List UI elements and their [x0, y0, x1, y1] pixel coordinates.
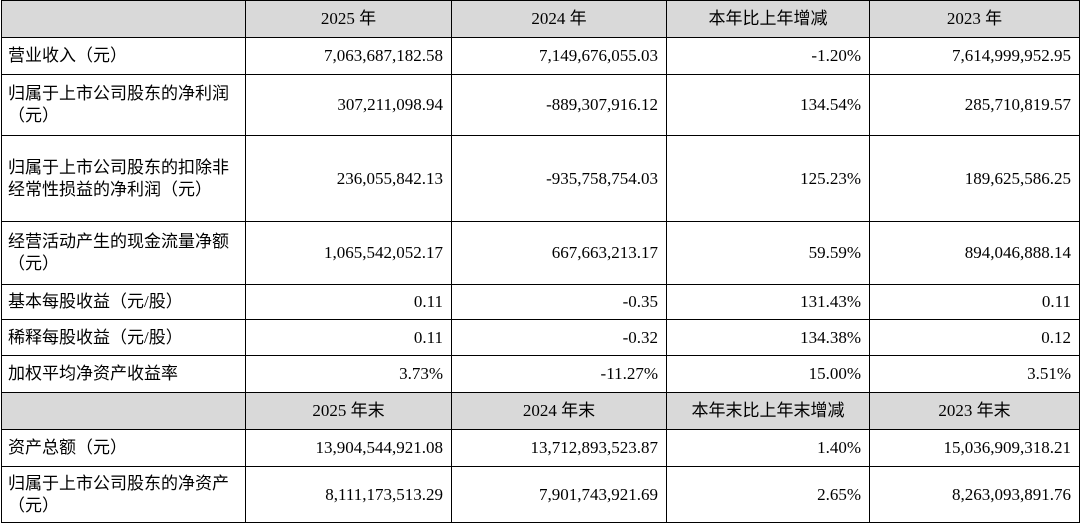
- header-cell: 2023 年: [869, 0, 1080, 38]
- data-row: 归属于上市公司股东的扣除非经常性损益的净利润（元） 236,055,842.13-…: [1, 135, 1080, 222]
- value-cell: 285,710,819.57: [869, 74, 1080, 136]
- label-cell: 归属于上市公司股东的净利润（元）: [1, 74, 246, 136]
- value-cell: 307,211,098.94: [245, 74, 452, 136]
- value-cell: -889,307,916.12: [451, 74, 667, 136]
- value-cell: 894,046,888.14: [869, 221, 1080, 285]
- label-cell: 归属于上市公司股东的净资产（元）: [1, 466, 246, 523]
- data-row: 资产总额（元） 13,904,544,921.08 13,712,893,523.8…: [1, 429, 1080, 467]
- label-cell: 营业收入（元）: [1, 37, 246, 75]
- value-cell: 667,663,213.17: [451, 221, 667, 285]
- data-row: 营业收入（元） 7,063,687,182.58 7,149,676,055.03-…: [1, 37, 1080, 75]
- label-cell: 加权平均净资产收益率: [1, 355, 246, 393]
- value-cell: -935,758,754.03: [451, 135, 667, 222]
- data-row: 归属于上市公司股东的净利润（元） 307,211,098.94 -889,307,9…: [1, 74, 1080, 136]
- value-cell: 7,063,687,182.58: [245, 37, 452, 75]
- value-cell: 13,904,544,921.08: [245, 429, 452, 467]
- header-cell: 2024 年: [451, 0, 667, 38]
- label-cell: 归属于上市公司股东的扣除非经常性损益的净利润（元）: [1, 135, 246, 222]
- value-cell: 134.54%: [666, 74, 870, 136]
- value-cell: 0.11: [869, 284, 1080, 320]
- header-cell: 2025 年: [245, 0, 452, 38]
- value-cell: 1,065,542,052.17: [245, 221, 452, 285]
- value-cell: 1.40%: [666, 429, 870, 467]
- value-cell: 7,149,676,055.03: [451, 37, 667, 75]
- value-cell: 8,263,093,891.76: [869, 466, 1080, 523]
- value-cell: 8,111,173,513.29: [245, 466, 452, 523]
- value-cell: -0.35: [451, 284, 667, 320]
- value-cell: 131.43%: [666, 284, 870, 320]
- value-cell: 236,055,842.13: [245, 135, 452, 222]
- label-cell: 资产总额（元）: [1, 429, 246, 467]
- data-row: 加权平均净资产收益率 3.73% -11.27% 15.00% 3.51%: [1, 355, 1080, 393]
- blank-cell: [1, 392, 246, 430]
- header-cell: 本年比上年增减: [666, 0, 870, 38]
- data-row: 归属于上市公司股东的净资产（元） 8,111,173,513.29 7,901,74…: [1, 466, 1080, 523]
- data-row: 稀释每股收益（元/股） 0.11 -0.32 134.38% 0.12: [1, 319, 1080, 356]
- label-cell: 基本每股收益（元/股）: [1, 284, 246, 320]
- value-cell: 189,625,586.25: [869, 135, 1080, 222]
- label-cell: 稀释每股收益（元/股）: [1, 319, 246, 356]
- header-row: 2025 年 2024 年本年比上年增减 2023 年: [1, 0, 1080, 38]
- value-cell: 3.73%: [245, 355, 452, 393]
- header-cell: 2024 年末: [451, 392, 667, 430]
- value-cell: 0.12: [869, 319, 1080, 356]
- value-cell: 59.59%: [666, 221, 870, 285]
- value-cell: 7,901,743,921.69: [451, 466, 667, 523]
- data-row: 经营活动产生的现金流量净额（元） 1,065,542,052.17 667,663,…: [1, 221, 1080, 285]
- value-cell: 2.65%: [666, 466, 870, 523]
- header-cell: 本年末比上年末增减: [666, 392, 870, 430]
- blank-cell: [1, 0, 246, 38]
- value-cell: 15.00%: [666, 355, 870, 393]
- data-row: 基本每股收益（元/股） 0.11 -0.35 131.43% 0.11: [1, 284, 1080, 320]
- value-cell: 134.38%: [666, 319, 870, 356]
- value-cell: 15,036,909,318.21: [869, 429, 1080, 467]
- value-cell: 7,614,999,952.95: [869, 37, 1080, 75]
- value-cell: 13,712,893,523.87: [451, 429, 667, 467]
- value-cell: 0.11: [245, 284, 452, 320]
- value-cell: 3.51%: [869, 355, 1080, 393]
- value-cell: -1.20%: [666, 37, 870, 75]
- value-cell: -11.27%: [451, 355, 667, 393]
- header-cell: 2025 年末: [245, 392, 452, 430]
- header-cell: 2023 年末: [869, 392, 1080, 430]
- value-cell: 0.11: [245, 319, 452, 356]
- label-cell: 经营活动产生的现金流量净额（元）: [1, 221, 246, 285]
- header-row: 2025 年末 2024 年末 本年末比上年末增减 2023 年末: [1, 392, 1080, 430]
- value-cell: -0.32: [451, 319, 667, 356]
- value-cell: 125.23%: [666, 135, 870, 222]
